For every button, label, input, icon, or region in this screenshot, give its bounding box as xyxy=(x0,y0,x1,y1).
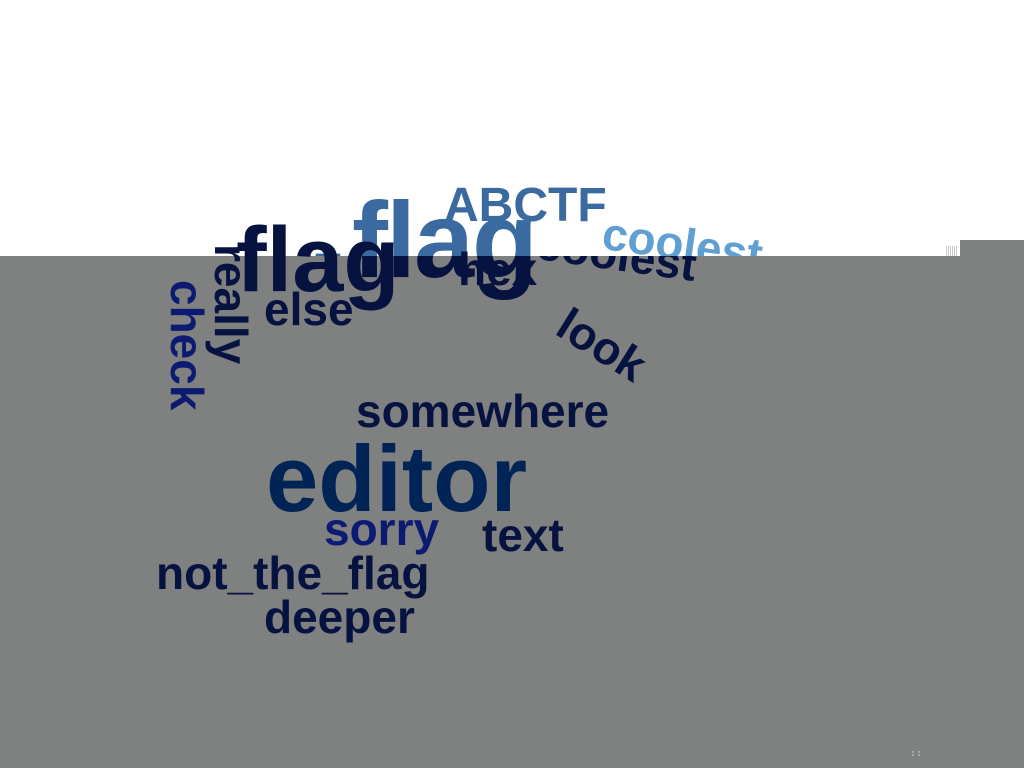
gray-panel xyxy=(0,256,1024,768)
word-coolest: coolest xyxy=(533,256,700,291)
word-flag-left-top: flag xyxy=(236,214,400,256)
word-look: look xyxy=(548,297,656,392)
word-coolest-top: coolest xyxy=(599,207,766,256)
word-really: really xyxy=(205,256,257,365)
word-editor: editor xyxy=(266,426,528,531)
word-flag-left: flag xyxy=(236,256,400,311)
word-flag-top: flag xyxy=(352,179,538,257)
corner-mark: :: xyxy=(910,748,923,759)
word-text: text xyxy=(482,509,564,561)
word-sorry: sorry xyxy=(324,503,440,555)
word-hex: hex xyxy=(458,256,538,295)
word-somewhere: somewhere xyxy=(356,385,610,437)
top-clip-area: ABCTF - flag coolest hex flag really xyxy=(0,0,1024,257)
word-else: else xyxy=(264,283,354,335)
gray-panel-notch xyxy=(960,240,1024,256)
word-really-top: really xyxy=(205,244,257,256)
word-dash: - xyxy=(312,198,344,257)
noise-mark xyxy=(946,246,958,256)
word-hex-top: hex xyxy=(458,246,537,256)
word-deeper: deeper xyxy=(264,591,415,643)
word-flag-main: flag xyxy=(352,256,538,294)
bottom-clip-area: flag flag hex coolest really check else … xyxy=(0,256,1024,768)
word-not-the-flag: not_the_flag xyxy=(156,547,430,599)
word-abctf: ABCTF xyxy=(444,179,607,232)
word-check: check xyxy=(161,280,213,411)
